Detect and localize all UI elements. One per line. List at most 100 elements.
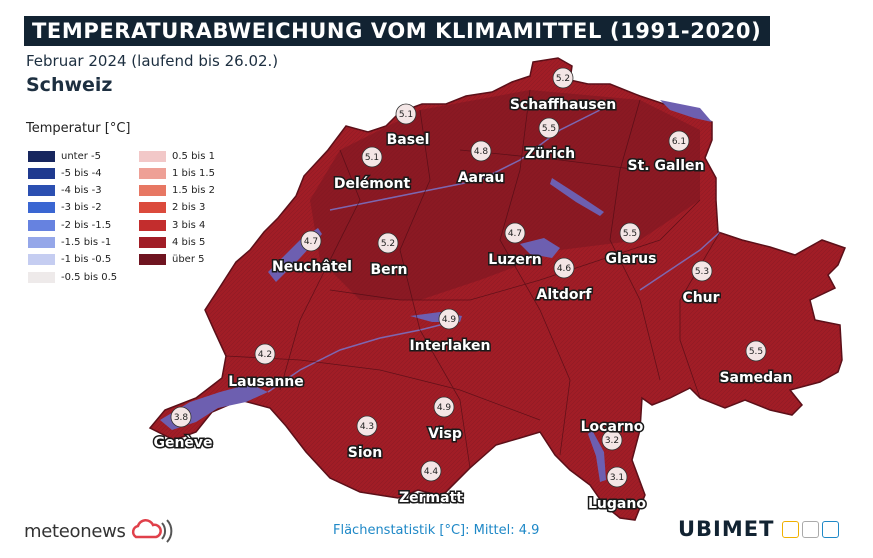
legend-item: 4 bis 5 — [139, 237, 205, 249]
legend-item: unter -5 — [28, 150, 101, 162]
legend-item: -2 bis -1.5 — [28, 219, 111, 231]
station-value: 4.9 — [442, 315, 457, 325]
legend-item: 2 bis 3 — [139, 202, 205, 214]
station-marker — [606, 466, 628, 488]
legend-label: -0.5 bis 0.5 — [61, 271, 118, 283]
lake-constance — [660, 100, 712, 122]
drop-icon — [822, 520, 840, 538]
station-marker — [691, 260, 713, 282]
station-marker — [745, 340, 767, 362]
map-title: TEMPERATURABWEICHUNG VOM KLIMAMITTEL (19… — [24, 16, 770, 46]
meteonews-logo: meteonews — [24, 517, 178, 545]
station-marker — [300, 230, 322, 252]
legend-item: 0.5 bis 1 — [139, 150, 215, 162]
lake-maggiore — [588, 430, 606, 482]
legend-swatch — [139, 202, 166, 214]
provider-name: meteonews — [24, 520, 126, 542]
region-label: Schweiz — [26, 74, 113, 96]
station-name: Altdorf — [537, 287, 593, 303]
station-value: 3.1 — [610, 473, 624, 483]
legend-swatch — [139, 254, 166, 266]
station-marker — [433, 396, 455, 418]
station-value: 4.2 — [258, 350, 272, 360]
station-layer: 5.2 Schaffhausen 5.1 Basel 5.5 Zürich 6.1 St. G… — [152, 67, 794, 514]
station-name: Visp — [428, 426, 462, 442]
station-value: 5.1 — [365, 153, 379, 163]
legend-label: -3 bis -2 — [61, 202, 102, 214]
station-value: 6.1 — [672, 137, 686, 147]
legend-swatch — [28, 185, 55, 197]
legend-item: 3 bis 4 — [139, 219, 205, 231]
station-value: 5.5 — [623, 229, 637, 239]
station-value: 5.1 — [399, 110, 413, 120]
legend-swatch — [139, 150, 166, 162]
legend-label: 1.5 bis 2 — [172, 185, 215, 197]
station-value: 3.8 — [174, 413, 189, 423]
legend-swatch — [139, 219, 166, 231]
station-name: Schaffhausen — [510, 97, 616, 113]
legend-swatch — [28, 237, 55, 248]
station-name: Interlaken — [410, 338, 491, 354]
legend-item: -4 bis -3 — [28, 185, 102, 197]
station-marker — [552, 67, 574, 89]
legend-swatch — [28, 254, 55, 266]
legend-item: -5 bis -4 — [28, 167, 102, 179]
legend-label: 4 bis 5 — [172, 237, 206, 248]
station-value: 4.8 — [474, 147, 489, 157]
station-value: 4.7 — [304, 237, 318, 247]
legend-swatch — [28, 150, 55, 162]
station-name: Basel — [387, 132, 430, 148]
station-value: 4.4 — [424, 467, 439, 477]
legend-item: -3 bis -2 — [28, 202, 102, 214]
station-marker — [361, 146, 383, 168]
station-name: Glarus — [606, 251, 657, 267]
station-value: 5.5 — [542, 124, 556, 134]
station-marker — [395, 103, 417, 125]
legend-label: 1 bis 1.5 — [172, 167, 215, 179]
station-name: Sion — [348, 445, 382, 461]
legend-item: 1 bis 1.5 — [139, 167, 215, 179]
legend-label: -2 bis -1.5 — [61, 219, 112, 231]
station-marker — [170, 406, 192, 428]
legend-label: -4 bis -3 — [61, 185, 102, 197]
legend-swatch — [28, 202, 55, 214]
station-marker — [438, 308, 460, 330]
station-marker — [668, 130, 690, 152]
station-value: 5.5 — [749, 347, 763, 357]
station-marker — [504, 222, 526, 244]
station-name: Lugano — [588, 496, 646, 512]
legend-label: -1 bis -0.5 — [61, 254, 112, 266]
area-statistic: Flächenstatistik [°C]: Mittel: 4.9 — [333, 523, 540, 538]
station-name: Zürich — [525, 146, 575, 162]
station-name: St. Gallen — [628, 158, 705, 174]
station-marker — [601, 429, 623, 451]
cloud-icon — [802, 520, 820, 538]
legend-label: -1.5 bis -1 — [61, 237, 112, 248]
station-marker — [420, 460, 442, 482]
station-name: Neuchâtel — [272, 259, 352, 275]
legend-swatch — [28, 271, 55, 283]
station-name: Delémont — [334, 176, 411, 192]
station-marker — [553, 257, 575, 279]
legend-swatch — [139, 185, 166, 197]
legend-item: -1.5 bis -1 — [28, 237, 111, 249]
partner-name: UBIMET — [678, 517, 775, 541]
station-value: 5.2 — [556, 74, 570, 84]
station-name: Samedan — [719, 370, 792, 386]
station-name: Bern — [370, 262, 407, 278]
station-name: Locarno — [581, 419, 644, 435]
station-value: 3.2 — [605, 436, 619, 446]
station-marker — [356, 415, 378, 437]
station-name: Chur — [682, 290, 719, 306]
station-value: 4.6 — [557, 264, 572, 274]
station-name: Luzern — [488, 252, 541, 268]
legend-item: über 5 — [139, 254, 205, 266]
plateau-shading — [310, 90, 700, 300]
legend-item: -0.5 bis 0.5 — [28, 271, 117, 283]
legend-label: 2 bis 3 — [172, 202, 206, 214]
legend-label: über 5 — [172, 254, 205, 266]
station-value: 5.3 — [695, 267, 709, 277]
station-marker — [538, 117, 560, 139]
rivers — [267, 109, 721, 393]
